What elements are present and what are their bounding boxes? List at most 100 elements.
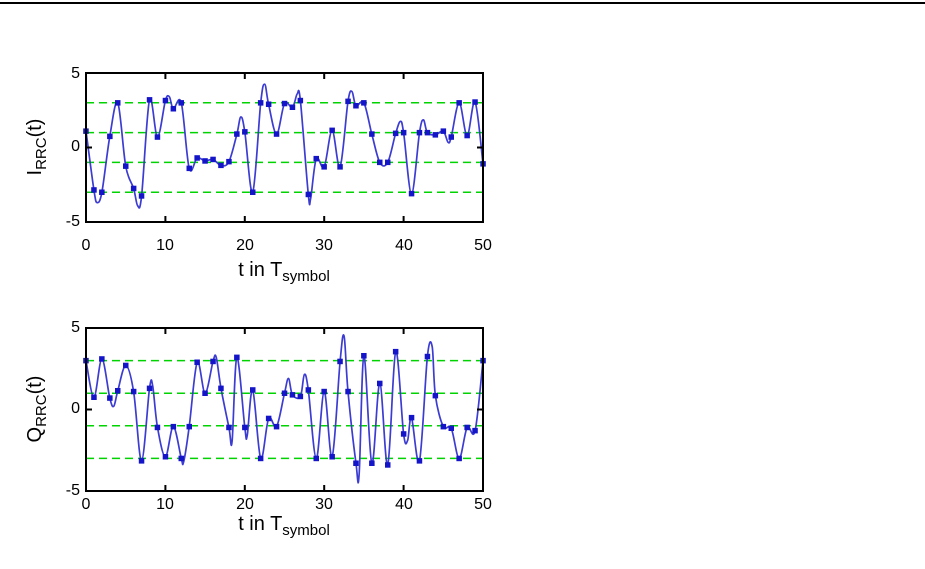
I_RRC-symbol-marker: [313, 155, 319, 162]
plot-i-xtick-30: 30: [315, 237, 333, 254]
Q_RRC-symbol-marker: [297, 393, 304, 400]
plot-q-xlabel: t in Tsymbol: [238, 514, 330, 538]
Q_RRC-symbol-marker: [369, 460, 375, 466]
Q_RRC-signal-curve: [85, 334, 484, 484]
Q_RRC-symbol-marker: [242, 424, 248, 431]
I_RRC-symbol-marker: [138, 193, 145, 199]
Q_RRC-symbol-marker: [194, 359, 200, 365]
I_RRC-symbol-marker: [162, 97, 169, 104]
Q_RRC-symbol-marker: [329, 454, 335, 460]
plot-i-ylabel-sub: RRC: [33, 137, 50, 170]
I_RRC-symbol-marker: [186, 165, 192, 172]
I_RRC-symbol-marker: [218, 162, 224, 169]
I_RRC-symbol-marker: [250, 189, 256, 195]
plot-q-ylabel-suffix: (t): [24, 375, 46, 395]
plot-q-xlabel-sub: symbol: [282, 522, 330, 539]
Q_RRC-symbol-marker: [456, 455, 462, 462]
Q_RRC-symbol-marker: [250, 387, 256, 393]
plot-q-ytick-0: 0: [71, 400, 80, 417]
Q_RRC-symbol-marker: [178, 455, 184, 462]
I_RRC-symbol-marker: [297, 97, 304, 104]
Q_RRC-symbol-marker: [146, 385, 153, 392]
plot-i-ytick-5: 5: [71, 65, 80, 82]
plot-i-ylabel: IRRC(t): [24, 118, 50, 176]
plot-q-canvas: [83, 327, 486, 492]
plot-i-xtick-10: 10: [156, 237, 174, 254]
I_RRC-symbol-marker: [99, 189, 105, 195]
Q_RRC-symbol-marker: [337, 358, 343, 365]
Q_RRC-symbol-marker: [440, 423, 447, 430]
Q_RRC-symbol-marker: [353, 460, 359, 466]
top-border-line: [0, 2, 925, 4]
I_RRC-symbol-marker: [416, 129, 423, 136]
I_RRC-symbol-marker: [448, 134, 454, 140]
Q_RRC-symbol-marker: [305, 387, 312, 393]
Q_RRC-symbol-marker: [186, 423, 192, 430]
Q_RRC-symbol-marker: [432, 392, 439, 399]
I_RRC-symbol-marker: [456, 100, 462, 106]
I_RRC-symbol-marker: [432, 132, 439, 138]
I_RRC-symbol-marker: [242, 129, 248, 135]
I_RRC-symbol-marker: [281, 100, 288, 107]
plot-i-xtick-0: 0: [81, 237, 91, 254]
Q_RRC-symbol-marker: [377, 380, 383, 387]
plot-i-xtick-40: 40: [395, 237, 413, 254]
Q_RRC-symbol-marker: [400, 431, 407, 437]
I_RRC-symbol-marker: [234, 131, 240, 137]
plot-i-ylabel-suffix: (t): [24, 118, 46, 138]
I_RRC-symbol-marker: [329, 127, 335, 134]
I_RRC-symbol-marker: [361, 100, 367, 106]
Q_RRC-symbol-marker: [361, 353, 367, 359]
I_RRC-symbol-marker: [210, 156, 216, 163]
plot-q-ytick-neg5: -5: [65, 482, 80, 499]
plot-i-ytick-neg5: -5: [65, 213, 80, 230]
I_RRC-plot-svg: [83, 72, 486, 223]
I_RRC-symbol-marker: [289, 104, 296, 110]
I_RRC-symbol-marker: [123, 163, 129, 169]
plot-i-ytick-0: 0: [71, 138, 80, 155]
I_RRC-symbol-marker: [353, 103, 359, 109]
plot-q-ylabel-base: Q: [24, 426, 46, 443]
Q_RRC-symbol-marker: [162, 454, 169, 460]
Q_RRC-symbol-marker: [281, 390, 288, 396]
Q_RRC-symbol-marker: [289, 392, 296, 398]
I_RRC-symbol-marker: [464, 132, 470, 139]
Q_RRC-symbol-marker: [392, 348, 399, 355]
plot-q-ylabel: QRRC(t): [24, 375, 50, 443]
I_RRC-symbol-marker: [440, 128, 447, 134]
I_RRC-symbol-marker: [392, 130, 399, 137]
I_RRC-symbol-marker: [377, 159, 383, 166]
I_RRC-symbol-marker: [345, 98, 351, 105]
I_RRC-symbol-marker: [400, 129, 407, 136]
Q_RRC-symbol-marker: [385, 462, 391, 468]
plot-i-xlabel: t in Tsymbol: [238, 260, 330, 284]
I_RRC-symbol-marker: [154, 134, 161, 140]
plot-i-xlabel-base: t in T: [238, 259, 283, 281]
I_RRC-symbol-marker: [369, 131, 375, 137]
Q_RRC-symbol-marker: [138, 458, 145, 464]
Q_RRC-symbol-marker: [257, 455, 264, 462]
Q_RRC-symbol-marker: [424, 353, 431, 360]
Q_RRC-plot-svg: [83, 327, 486, 492]
Q_RRC-symbol-marker: [107, 395, 113, 401]
Q_RRC-symbol-marker: [226, 424, 232, 431]
Q_RRC-symbol-marker: [448, 425, 454, 431]
I_RRC-symbol-marker: [91, 187, 97, 193]
I_RRC-symbol-marker: [194, 155, 200, 161]
Q_RRC-symbol-marker: [218, 385, 224, 392]
Q_RRC-symbol-marker: [321, 388, 327, 395]
plot-q-xtick-0: 0: [81, 496, 91, 513]
Q_RRC-symbol-marker: [202, 390, 208, 396]
I_RRC-symbol-marker: [273, 131, 280, 137]
Q_RRC-symbol-marker: [170, 423, 177, 430]
Q_RRC-symbol-marker: [154, 424, 161, 431]
I_RRC-symbol-marker: [385, 159, 391, 166]
Q_RRC-symbol-marker: [99, 356, 105, 362]
Q_RRC-symbol-marker: [91, 394, 97, 400]
Q_RRC-symbol-marker: [472, 427, 478, 434]
plot-i-xlabel-sub: symbol: [282, 268, 330, 285]
plot-q-xtick-20: 20: [236, 496, 254, 513]
I_RRC-symbol-marker: [202, 158, 208, 164]
Q_RRC-symbol-marker: [345, 388, 351, 395]
